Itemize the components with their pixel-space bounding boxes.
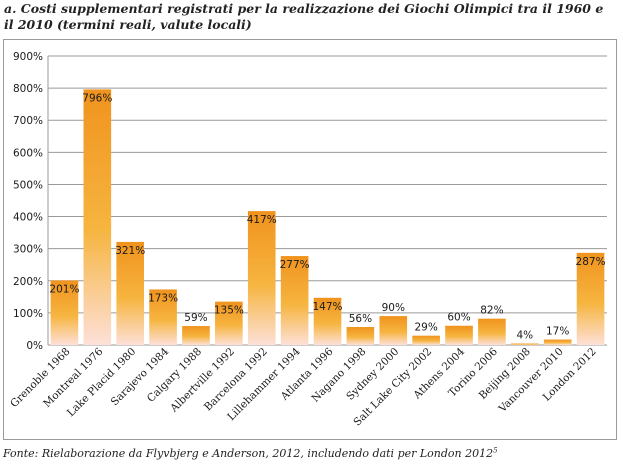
data-labels: 201% 796% 321% 173% 59% 135% 417% 277% 147% 56% 90… (49, 92, 605, 341)
data-label: 173% (148, 292, 178, 304)
x-tick-label: Montreal 1976 (41, 345, 106, 410)
y-axis-tick-labels: 0% 100% 200% 300% 400% 500% 600% 700% 800% 900% (13, 51, 43, 352)
data-label: 201% (49, 283, 79, 295)
data-label: 796% (82, 92, 112, 104)
bar (215, 301, 243, 345)
data-label: 147% (312, 301, 342, 313)
y-tick-label: 400% (13, 212, 43, 224)
bar (412, 335, 440, 345)
data-label: 29% (414, 322, 437, 334)
bar (445, 325, 473, 345)
bar (116, 241, 145, 345)
y-tick-label: 0% (26, 340, 43, 352)
y-tick-label: 500% (13, 179, 43, 191)
y-tick-label: 600% (13, 147, 43, 159)
figure-source-note: Fonte: Rielaborazione da Flyvbjerg e And… (3, 447, 498, 461)
data-label: 59% (184, 312, 207, 324)
data-label: 56% (349, 313, 372, 325)
bar (510, 343, 539, 345)
y-tick-label: 700% (13, 115, 43, 127)
bar (182, 326, 210, 345)
bar (50, 280, 79, 345)
bar (313, 297, 342, 345)
chart-frame: 0% 100% 200% 300% 400% 500% 600% 700% 800% 900% 2… (3, 39, 617, 440)
x-tick-label: Grenoble 1968 (8, 346, 72, 410)
data-label: 287% (576, 256, 606, 268)
data-label: 82% (480, 305, 503, 317)
data-label: 417% (247, 214, 277, 226)
y-tick-label: 200% (13, 276, 43, 288)
bar (379, 316, 408, 345)
y-tick-label: 900% (13, 51, 43, 63)
bar (247, 211, 276, 345)
source-text: Fonte: Rielaborazione da Flyvbjerg e And… (3, 447, 494, 460)
data-label: 4% (516, 330, 533, 342)
data-label: 17% (546, 326, 569, 338)
data-label: 135% (214, 305, 244, 317)
bar (149, 289, 177, 345)
data-label: 60% (447, 312, 470, 324)
bar (576, 252, 605, 345)
data-label: 321% (115, 245, 145, 257)
bar (346, 327, 375, 345)
bars (50, 89, 605, 345)
bar (83, 89, 112, 345)
bar (478, 318, 506, 345)
source-footnote-marker: 5 (493, 446, 498, 455)
figure-title: a. Costi supplementari registrati per la… (4, 1, 604, 32)
y-tick-label: 300% (13, 244, 43, 256)
y-tick-label: 800% (13, 83, 43, 95)
x-tick-label: Sarajevo 1984 (109, 345, 172, 408)
cost-overrun-bar-chart: 0% 100% 200% 300% 400% 500% 600% 700% 800% 900% 2… (8, 51, 607, 428)
data-label: 90% (382, 302, 405, 314)
y-tick-label: 100% (13, 308, 43, 320)
bar (543, 339, 572, 345)
bar (280, 256, 309, 345)
data-label: 277% (280, 259, 310, 271)
